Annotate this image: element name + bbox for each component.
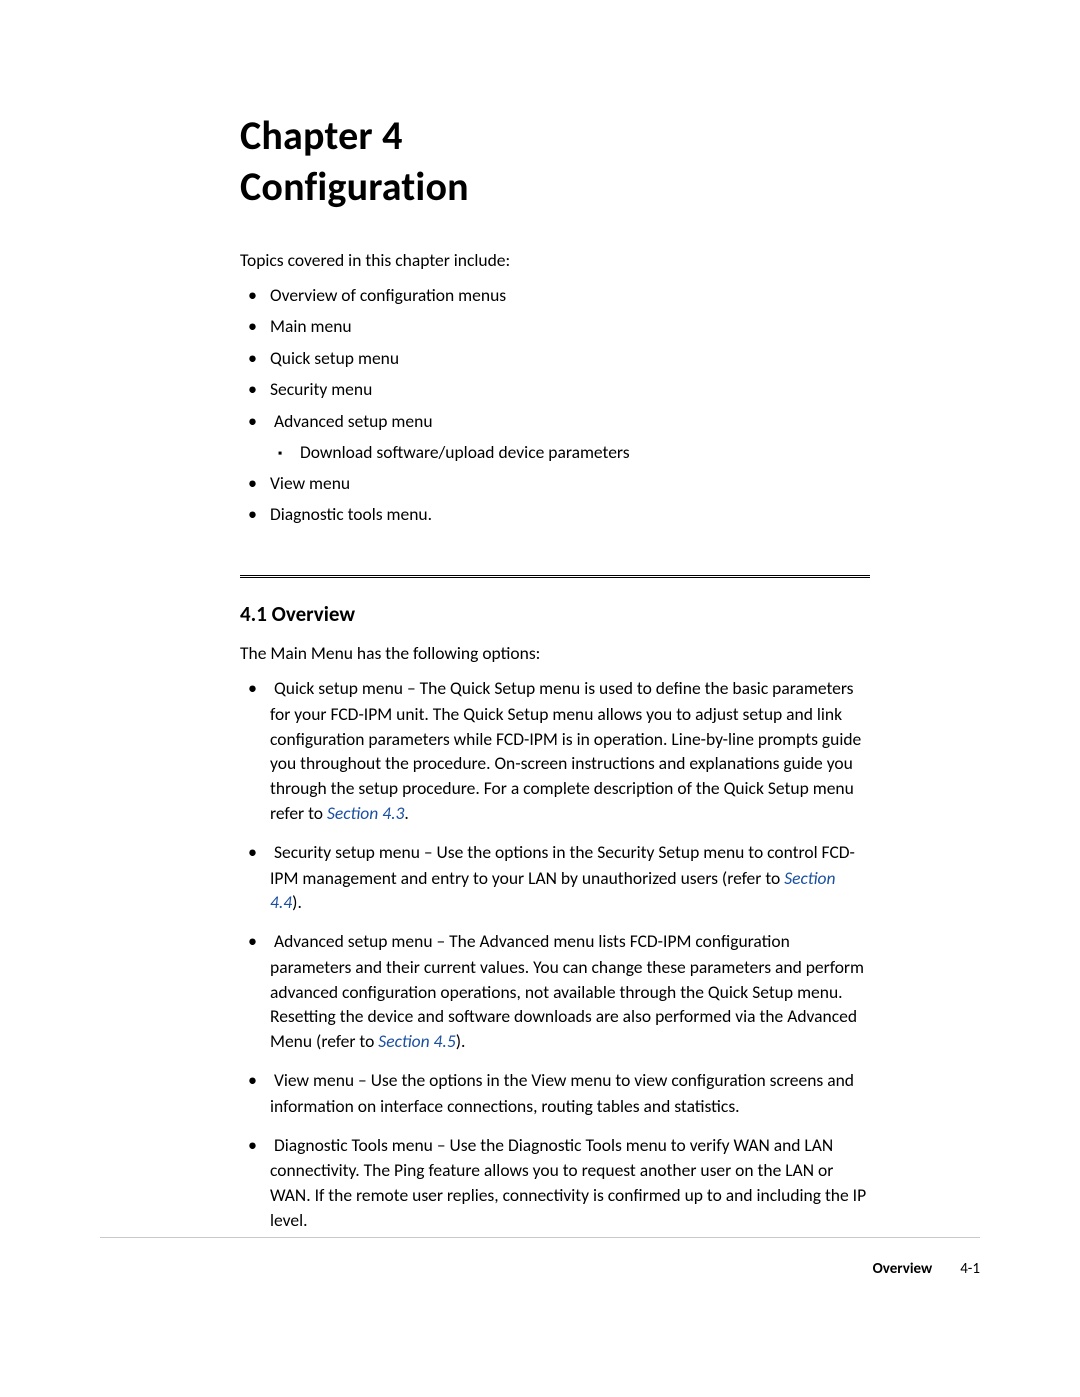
list-item-text: Security setup menu – Use the options in… [270, 841, 855, 889]
list-item: Download software/upload device paramete… [300, 437, 870, 468]
list-item: Security menu [270, 374, 870, 406]
list-item: Advanced setup menu Download software/up… [270, 406, 870, 468]
cross-reference-link[interactable]: Section 4.3 [327, 802, 404, 824]
footer-right-group: Overview 4-1 [873, 1260, 980, 1278]
topics-sublist: Download software/upload device paramete… [270, 437, 870, 468]
list-item: Quick setup menu – The Quick Setup menu … [270, 676, 870, 826]
topics-list: Overview of configuration menus Main men… [240, 280, 870, 531]
list-item-text: Diagnostic Tools menu – Use the Diagnost… [270, 1134, 866, 1231]
list-item: Overview of configuration menus [270, 280, 870, 312]
list-item-text: View menu – Use the options in the View … [270, 1069, 854, 1117]
list-item: Diagnostic tools menu. [270, 499, 870, 531]
chapter-name-line: Configuration [240, 162, 469, 211]
list-item: Security setup menu – Use the options in… [270, 840, 870, 915]
chapter-title: Chapter 4 Configuration [240, 110, 870, 212]
list-item-text: View menu [270, 472, 350, 494]
list-item-text: Advanced setup menu – The Advanced menu … [270, 930, 864, 1052]
footer-page-number: 4-1 [960, 1260, 980, 1278]
chapter-number-line: Chapter 4 [240, 111, 403, 160]
list-item: Advanced setup menu – The Advanced menu … [270, 929, 870, 1054]
list-item-text-post: ). [456, 1030, 466, 1052]
list-item: Diagnostic Tools menu – Use the Diagnost… [270, 1133, 870, 1233]
page-footer: Overview4-1 [100, 1237, 980, 1260]
list-item: Quick setup menu [270, 343, 870, 375]
footer-section-label: Overview [873, 1260, 933, 1278]
cross-reference-link[interactable]: Section 4.5 [378, 1030, 455, 1052]
list-item: View menu [270, 468, 870, 500]
section-divider [240, 575, 870, 579]
list-item-text: Diagnostic tools menu. [270, 503, 432, 525]
list-item-text: Security menu [270, 378, 372, 400]
overview-list: Quick setup menu – The Quick Setup menu … [240, 676, 870, 1232]
list-item-text-post: ). [292, 891, 302, 913]
list-item: View menu – Use the options in the View … [270, 1068, 870, 1118]
section-lead: The Main Menu has the following options: [240, 641, 870, 666]
list-item-text-post: . [404, 802, 408, 824]
page-content: Chapter 4 Configuration Topics covered i… [240, 110, 870, 1247]
section-heading: 4.1 Overview [240, 601, 870, 627]
list-item-text: Overview of configuration menus [270, 284, 506, 306]
intro-paragraph: Topics covered in this chapter include: [240, 248, 870, 273]
list-item-text: Main menu [270, 315, 352, 337]
list-item-text: Advanced setup menu [274, 410, 433, 432]
list-item-text: Quick setup menu [270, 347, 399, 369]
list-item-text: Download software/upload device paramete… [300, 441, 630, 463]
list-item: Main menu [270, 311, 870, 343]
